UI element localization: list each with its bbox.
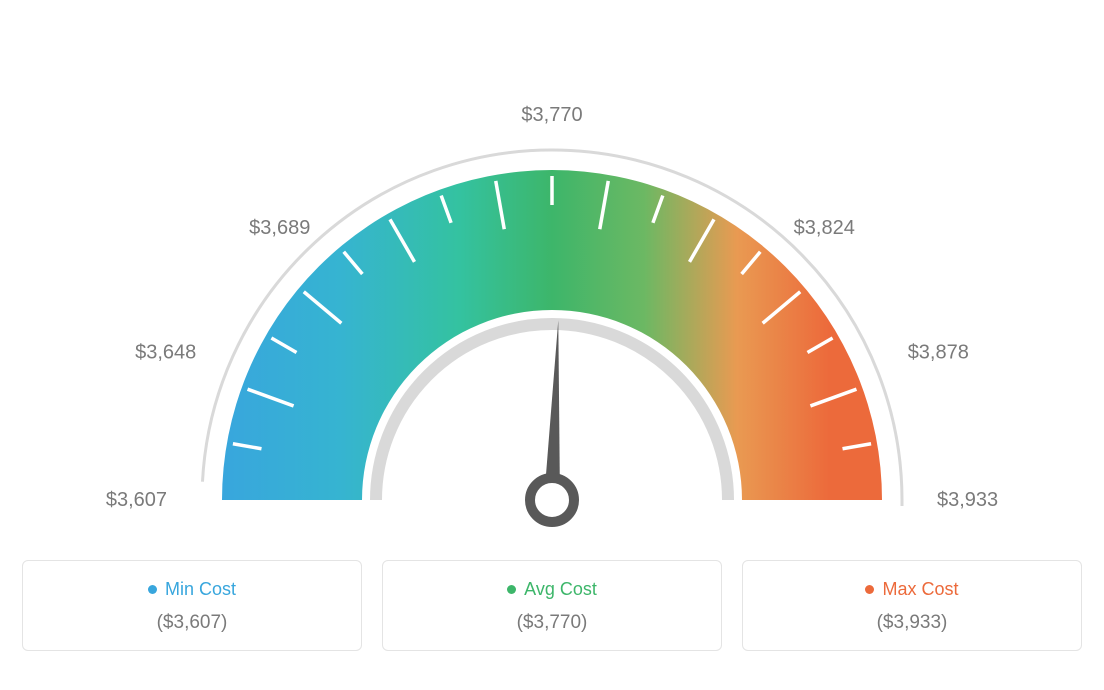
dot-icon — [507, 585, 516, 594]
scale-label: $3,689 — [249, 217, 310, 239]
legend-title-min: Min Cost — [165, 579, 236, 600]
legend-value-avg: ($3,770) — [393, 612, 711, 634]
legend-title-avg: Avg Cost — [524, 579, 597, 600]
scale-label: $3,607 — [106, 489, 167, 511]
legend-value-max: ($3,933) — [753, 612, 1071, 634]
scale-label: $3,770 — [521, 104, 582, 126]
scale-label: $3,878 — [908, 342, 969, 364]
scale-label: $3,648 — [135, 342, 196, 364]
legend-card-min: Min Cost ($3,607) — [22, 560, 362, 651]
legend-row: Min Cost ($3,607) Avg Cost ($3,770) Max … — [22, 560, 1082, 651]
needle-hub — [530, 478, 574, 522]
scale-label: $3,933 — [937, 489, 998, 511]
cost-gauge-chart: $3,607 $3,648 $3,689 $3,770 $3,824 $3,878 $3,9… — [22, 20, 1082, 550]
dot-icon — [865, 585, 874, 594]
legend-card-avg: Avg Cost ($3,770) — [382, 560, 722, 651]
scale-label: $3,824 — [794, 217, 855, 239]
legend-card-max: Max Cost ($3,933) — [742, 560, 1082, 651]
dot-icon — [148, 585, 157, 594]
legend-value-min: ($3,607) — [33, 612, 351, 634]
legend-title-max: Max Cost — [882, 579, 958, 600]
gauge-svg: $3,607 $3,648 $3,689 $3,770 $3,824 $3,878 $3,9… — [22, 20, 1082, 550]
